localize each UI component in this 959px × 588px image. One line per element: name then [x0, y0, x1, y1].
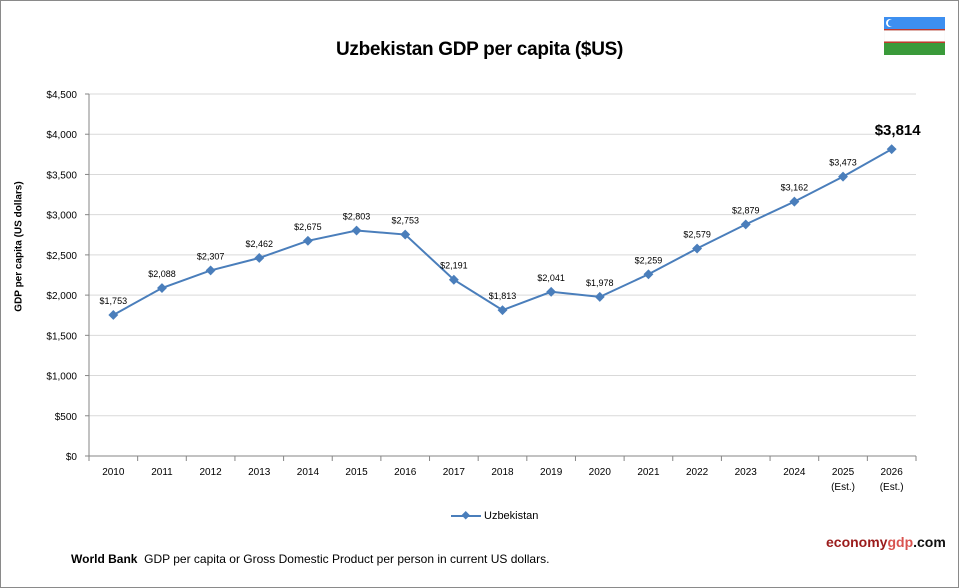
data-label: $1,753: [100, 296, 128, 306]
x-tick-label: 2018: [491, 467, 514, 478]
y-tick-label: $3,000: [46, 211, 77, 222]
data-point: [108, 310, 119, 320]
y-tick-label: $3,500: [46, 170, 77, 181]
data-point: [157, 283, 167, 293]
x-tick-label: 2012: [199, 467, 222, 478]
x-tick-label: 2014: [297, 467, 320, 478]
x-tick-label: 2016: [394, 467, 417, 478]
data-label: $2,191: [440, 261, 468, 271]
brand-part: economy: [826, 534, 888, 550]
data-label: $2,259: [635, 255, 663, 265]
data-label: $3,162: [781, 183, 809, 193]
data-point: [497, 305, 508, 316]
y-tick-label: $1,500: [46, 331, 77, 342]
y-tick-label: $2,500: [46, 251, 77, 262]
x-tick-label: 2017: [443, 467, 466, 478]
x-tick-label: 2026: [881, 467, 904, 478]
chart-title: Uzbekistan GDP per capita ($US): [335, 39, 624, 60]
data-label: $2,879: [732, 205, 760, 215]
data-label: $3,814: [875, 122, 922, 139]
data-point: [643, 269, 654, 280]
data-point: [351, 225, 362, 236]
data-label: $2,307: [197, 251, 225, 261]
x-tick-label: 2011: [151, 467, 173, 478]
data-point: [692, 243, 703, 254]
source-note: World Bank GDP per capita or Gross Domes…: [71, 552, 549, 566]
y-axis-label: GDP per capita (US dollars): [13, 181, 25, 312]
y-tick-label: $2,000: [46, 291, 77, 302]
data-label: $3,473: [829, 158, 857, 168]
uzbekistan-flag-icon: [884, 17, 945, 55]
data-point: [302, 235, 313, 246]
data-point: [254, 252, 265, 263]
x-tick-label: 2022: [686, 467, 709, 478]
source-text: GDP per capita or Gross Domestic Product…: [144, 552, 550, 566]
x-tick-label: 2013: [248, 467, 271, 478]
data-point: [838, 171, 848, 182]
data-label: $2,753: [391, 216, 419, 226]
y-tick-label: $4,500: [46, 90, 77, 101]
brand-part: .com: [913, 534, 946, 550]
x-tick-label: 2023: [735, 467, 758, 478]
data-label: $2,803: [343, 212, 371, 222]
source-bold: World Bank: [71, 552, 138, 566]
y-tick-label: $0: [66, 452, 78, 463]
x-tick-label: 2020: [589, 467, 612, 478]
data-label: $2,041: [537, 273, 565, 283]
data-label: $2,462: [245, 239, 273, 249]
y-tick-label: $500: [55, 412, 78, 423]
x-tick-sublabel: (Est.): [880, 482, 904, 493]
data-point: [400, 229, 411, 240]
data-point: [789, 196, 800, 207]
data-point: [205, 265, 216, 276]
data-point: [448, 274, 459, 285]
x-tick-label: 2010: [102, 467, 125, 478]
x-tick-sublabel: (Est.): [831, 482, 855, 493]
x-tick-label: 2019: [540, 467, 563, 478]
legend-label: Uzbekistan: [484, 510, 539, 522]
data-point: [740, 219, 751, 230]
x-tick-label: 2021: [637, 467, 660, 478]
x-tick-label: 2015: [345, 467, 368, 478]
data-point: [886, 144, 897, 155]
x-tick-label: 2024: [783, 467, 806, 478]
y-tick-label: $1,000: [46, 372, 77, 383]
y-tick-label: $4,000: [46, 130, 77, 141]
data-label: $1,978: [586, 278, 614, 288]
data-label: $1,813: [489, 291, 517, 301]
brand-logo[interactable]: economygdp.com: [826, 534, 946, 550]
data-point: [546, 286, 557, 297]
legend-marker-icon: [451, 511, 481, 520]
data-point: [594, 291, 605, 302]
data-label: $2,088: [148, 269, 176, 279]
brand-part: gdp: [887, 534, 914, 550]
legend: Uzbekistan: [451, 510, 538, 522]
x-tick-label: 2025: [832, 467, 855, 478]
data-label: $2,675: [294, 222, 322, 232]
data-label: $2,579: [683, 230, 711, 240]
